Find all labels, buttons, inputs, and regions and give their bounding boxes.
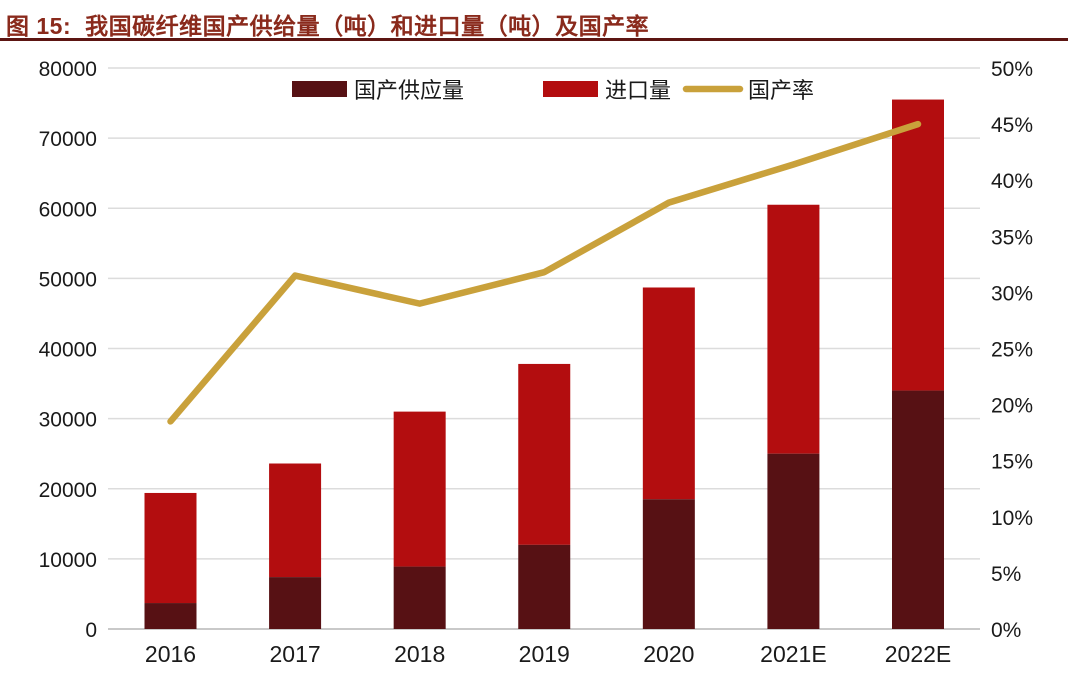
left-axis-tick-label: 50000 — [39, 268, 97, 291]
bar-segment-imports — [393, 411, 446, 567]
bar-segment-domestic — [767, 453, 820, 629]
legend-swatch-imports — [543, 81, 598, 97]
figure-title: 图 15: 我国碳纤维国产供给量（吨）和进口量（吨）及国产率 — [6, 7, 649, 41]
legend-swatch-domestic — [292, 81, 347, 97]
right-axis-tick-label: 10% — [991, 507, 1033, 530]
right-axis-tick-label: 0% — [991, 619, 1021, 642]
left-axis-tick-label: 30000 — [39, 409, 97, 432]
right-axis-tick-label: 5% — [991, 563, 1021, 586]
right-axis-tick-label: 35% — [991, 226, 1033, 249]
legend-label-rate: 国产率 — [748, 78, 814, 103]
bar-segment-imports — [269, 463, 322, 578]
bar-segment-domestic — [393, 566, 446, 629]
right-axis-tick-label: 30% — [991, 282, 1033, 305]
left-axis-labels: 0 10000 20000 30000 40000 50000 60000 70000 8000… — [39, 58, 97, 642]
bar-segment-imports — [642, 287, 695, 500]
right-axis-tick-label: 25% — [991, 339, 1033, 362]
x-axis-category-label: 2016 — [145, 641, 196, 667]
left-axis-tick-label: 70000 — [39, 128, 97, 151]
right-axis-tick-label: 15% — [991, 451, 1033, 474]
legend: 国产供应量 进口量 国产率 — [292, 78, 814, 103]
left-axis-tick-label: 20000 — [39, 479, 97, 502]
right-axis-labels: 0% 5% 10% 15% 20% 25% 30% 35% 40% 45% 50% — [991, 58, 1033, 642]
bar-segment-imports — [767, 204, 820, 454]
right-axis-tick-label: 50% — [991, 58, 1033, 81]
bar-segment-domestic — [642, 499, 695, 629]
figure-title-bar: 图 15: 我国碳纤维国产供给量（吨）和进口量（吨）及国产率 — [0, 0, 1068, 41]
bar-segment-imports — [144, 492, 197, 604]
legend-label-domestic: 国产供应量 — [354, 78, 464, 103]
x-axis-category-label: 2022E — [885, 641, 952, 667]
bar-segment-imports — [892, 99, 944, 391]
figure-number: 图 15: — [6, 13, 72, 39]
x-axis-category-label: 2020 — [643, 641, 694, 667]
left-axis-tick-label: 0 — [85, 619, 97, 642]
rate-line — [167, 120, 922, 425]
right-axis-tick-label: 45% — [991, 114, 1033, 137]
gridlines — [108, 67, 980, 630]
bar-segment-domestic — [144, 603, 197, 629]
bars — [144, 99, 944, 629]
bar-segment-domestic — [518, 544, 571, 629]
bar-segment-domestic — [892, 390, 944, 629]
bar-segment-domestic — [269, 577, 322, 629]
left-axis-tick-label: 60000 — [39, 198, 97, 221]
right-axis-tick-label: 40% — [991, 170, 1033, 193]
left-axis-tick-label: 10000 — [39, 549, 97, 572]
x-axis-labels: 2016 2017 2018 2019 2020 2021E 2022E — [145, 641, 951, 667]
bar-segment-imports — [518, 363, 571, 545]
x-axis-category-label: 2021E — [760, 641, 827, 667]
left-axis-tick-label: 40000 — [39, 339, 97, 362]
x-axis-category-label: 2018 — [394, 641, 445, 667]
right-axis-tick-label: 20% — [991, 395, 1033, 418]
x-axis-category-label: 2019 — [519, 641, 570, 667]
x-axis-category-label: 2017 — [269, 641, 320, 667]
figure-title-text: 我国碳纤维国产供给量（吨）和进口量（吨）及国产率 — [85, 13, 650, 39]
legend-label-imports: 进口量 — [605, 78, 671, 103]
left-axis-tick-label: 80000 — [39, 58, 97, 81]
